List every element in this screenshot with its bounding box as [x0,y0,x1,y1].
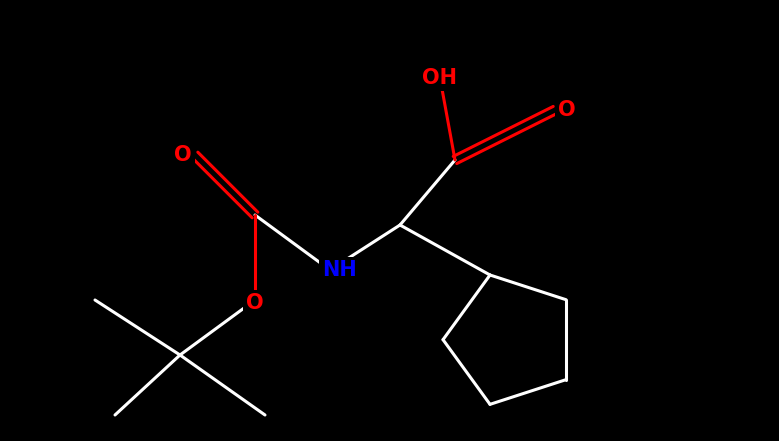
Text: OH: OH [422,68,457,88]
Text: O: O [246,293,264,313]
Text: O: O [174,145,192,165]
Text: O: O [559,100,576,120]
Text: NH: NH [323,260,358,280]
